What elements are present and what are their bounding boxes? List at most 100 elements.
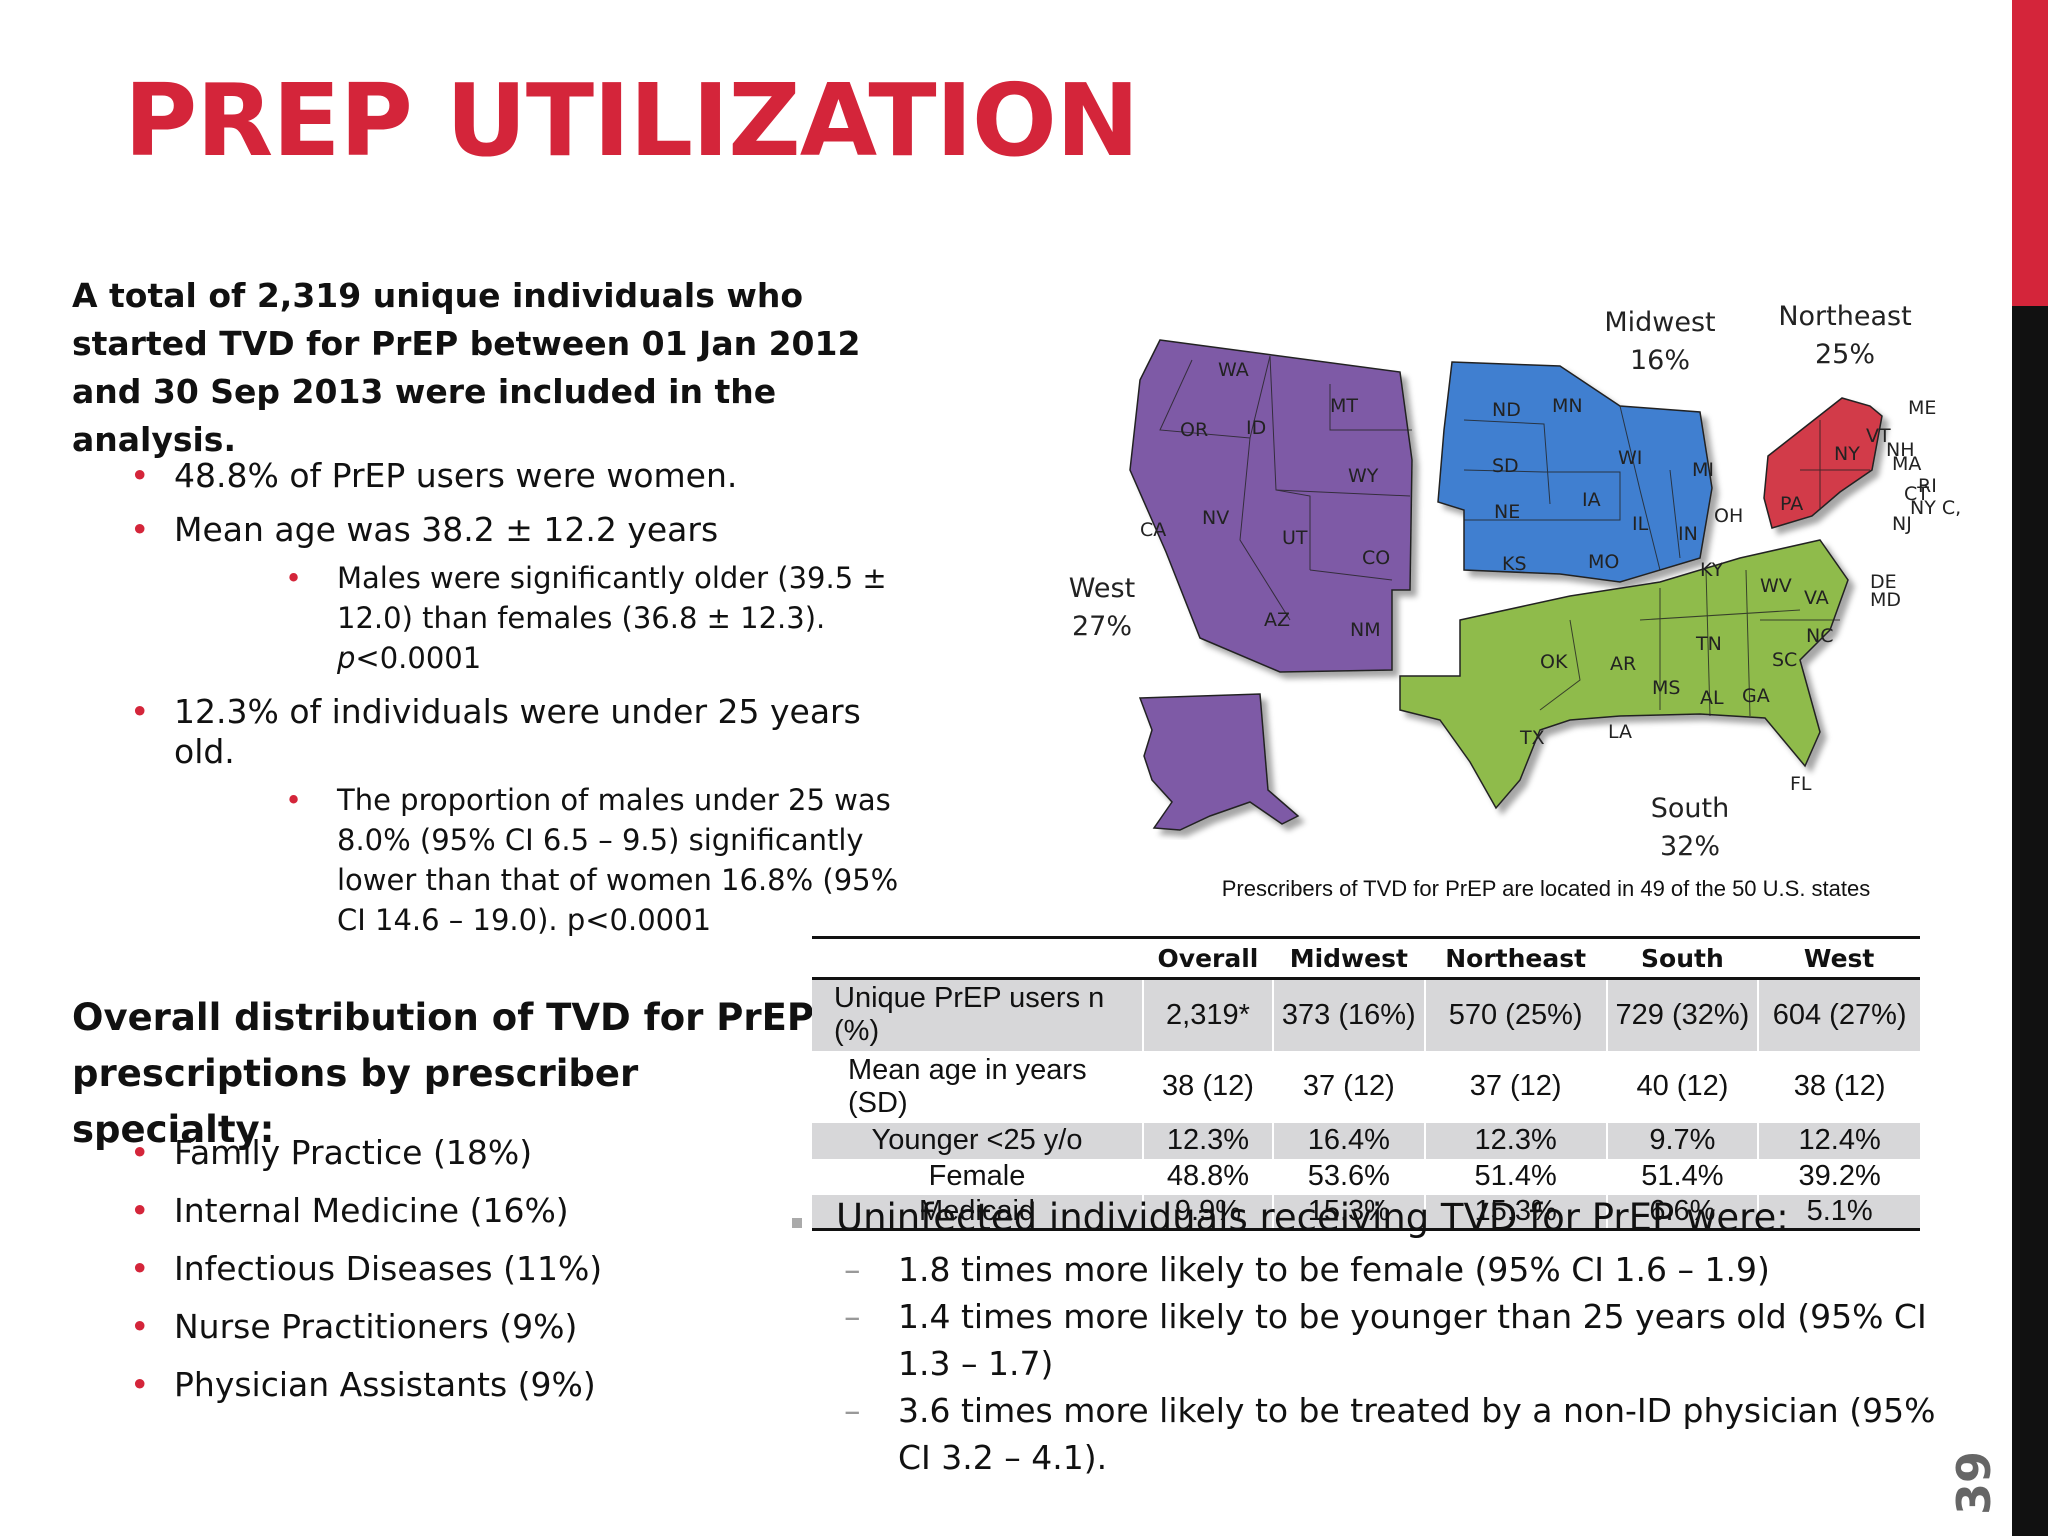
state-label-oh: OH <box>1714 505 1743 527</box>
table-header-cell: Northeast <box>1424 936 1607 980</box>
state-label-me: ME <box>1908 397 1936 419</box>
table-cell: 37 (12) <box>1423 1050 1607 1123</box>
table-cell: 51.4% <box>1423 1158 1607 1195</box>
state-label-ks: KS <box>1502 553 1527 575</box>
table-cell: 604 (27%) <box>1757 978 1920 1051</box>
table-cell: 729 (32%) <box>1605 978 1759 1051</box>
table-cell: Female <box>928 1160 1026 1192</box>
region-west <box>1129 339 1413 673</box>
table-cell: 9.7% <box>1605 1122 1759 1159</box>
page-number: 39 <box>1947 1450 2001 1515</box>
state-label-ar: AR <box>1610 653 1636 675</box>
state-label-ia: IA <box>1582 489 1601 511</box>
table-cell: 12.3% <box>1142 1122 1273 1159</box>
state-label-il: IL <box>1632 513 1649 535</box>
region-label-west: West 27% <box>1068 573 1136 642</box>
list-item: • 48.8% of PrEP users were women. <box>130 456 738 495</box>
list-item: • Males were significantly older (39.5 ± … <box>285 561 887 675</box>
table-row: Younger <25 y/o 12.3% 16.4% 12.3% 9.7% 1… <box>812 1122 1920 1159</box>
list-item: –1.4 times more likely to be younger tha… <box>844 1297 1927 1383</box>
list-item: • The proportion of males under 25 was 8.… <box>285 783 899 937</box>
table-cell: 6.6% <box>1605 1194 1759 1231</box>
state-label-or: OR <box>1180 419 1208 441</box>
list-item: • 12.3% of individuals were under 25 year… <box>130 692 861 771</box>
table-cell: 15.3% <box>1271 1194 1425 1231</box>
table-header-cell: Overall <box>1143 936 1273 980</box>
state-label-mo: MO <box>1588 551 1619 573</box>
table-cell: 570 (25%) <box>1423 978 1607 1051</box>
list-item: • Physician Assistants (9%) <box>130 1365 596 1404</box>
table-cell: 53.6% <box>1271 1158 1425 1195</box>
region-south <box>1399 539 1849 810</box>
state-label-tn: TN <box>1695 633 1722 655</box>
list-item: –3.6 times more likely to be treated by … <box>844 1391 1936 1477</box>
state-label-wa: WA <box>1218 359 1249 381</box>
table-cell: 5.1% <box>1757 1194 1920 1231</box>
state-label-nv: NV <box>1202 507 1229 529</box>
table-cell: Medicaid <box>812 1194 1144 1231</box>
state-label-al: AL <box>1700 687 1724 709</box>
state-label-md: MD <box>1870 589 1901 611</box>
region-stats-table: Overall Midwest Northeast South West Uni… <box>812 936 1920 1231</box>
slide-title: PREP UTILIZATION <box>124 62 1140 179</box>
summary-block: Uninfected individuals receiving TVD for… <box>792 1199 1952 1481</box>
table-cell: 38 (12) <box>1142 1050 1273 1123</box>
list-item: • Family Practice (18%) <box>130 1133 533 1172</box>
specialty-list: • Family Practice (18%) • Internal Medicin… <box>130 1124 930 1414</box>
demographics-list: • 48.8% of PrEP users were women. • Mean a… <box>130 442 930 952</box>
state-label-ok: OK <box>1540 651 1568 673</box>
state-label-nc: NC <box>1806 625 1833 647</box>
list-item: –1.8 times more likely to be female (95%… <box>844 1250 1770 1289</box>
table-row: Female 48.8% 53.6% 51.4% 51.4% 39.2% <box>812 1158 1920 1195</box>
region-label-midwest: Midwest 16% <box>1604 307 1716 376</box>
state-label-mn: MN <box>1552 395 1583 417</box>
table-cell: 15.3% <box>1423 1194 1607 1231</box>
state-label-ky: KY <box>1700 559 1724 581</box>
region-label-northeast: Northeast 25% <box>1778 301 1912 370</box>
state-label-ma: MA <box>1892 453 1921 475</box>
summary-heading: Uninfected individuals receiving TVD for… <box>792 1199 1952 1236</box>
table-cell: Unique PrEP users n (%) <box>812 978 1144 1051</box>
state-label-va: VA <box>1804 587 1829 609</box>
region-alaska <box>1138 693 1300 831</box>
state-label-ri: RI <box>1918 475 1937 497</box>
table-cell: 373 (16%) <box>1271 978 1425 1051</box>
region-northeast <box>1763 397 1883 529</box>
state-label-vt: VT <box>1866 425 1891 447</box>
state-label-az: AZ <box>1264 609 1290 631</box>
table-cell: 38 (12) <box>1757 1050 1920 1123</box>
state-label-nj: NJ <box>1892 513 1912 535</box>
state-label-de: DE <box>1870 571 1897 593</box>
square-bullet-icon <box>792 1218 802 1228</box>
table-header-cell: Midwest <box>1272 936 1425 980</box>
table-header-cell: West <box>1758 936 1920 980</box>
map-caption: Prescribers of TVD for PrEP are located … <box>1221 876 1871 901</box>
table-row: Medicaid 9.9% 15.3% 15.3% 6.6% 5.1% <box>812 1194 1920 1231</box>
table-cell: 51.4% <box>1605 1158 1759 1195</box>
state-label-ga: GA <box>1742 685 1770 707</box>
state-label-nd: ND <box>1492 399 1521 421</box>
table-cell: 37 (12) <box>1271 1050 1425 1123</box>
list-item: • Internal Medicine (16%) <box>130 1191 569 1230</box>
state-label-co: CO <box>1362 547 1390 569</box>
us-regions-map: WA OR ID MT WY CA NV UT CO AZ NM ND MN S… <box>1129 339 1960 831</box>
side-accent-black <box>2012 306 2048 1536</box>
state-label-wy: WY <box>1348 465 1379 487</box>
state-label-pa: PA <box>1780 493 1803 515</box>
list-item: • Nurse Practitioners (9%) <box>130 1307 578 1346</box>
state-label-ca: CA <box>1140 519 1166 541</box>
table-row: Unique PrEP users n (%) 2,319* 373 (16%)… <box>812 978 1920 1051</box>
state-label-wv: WV <box>1760 575 1792 597</box>
state-label-nm: NM <box>1350 619 1381 641</box>
table-cell: 40 (12) <box>1605 1050 1759 1123</box>
table-cell: 39.2% <box>1757 1158 1920 1195</box>
state-label-fl: FL <box>1790 773 1812 795</box>
state-label-nh: NH <box>1886 439 1915 461</box>
state-label-tx: TX <box>1519 727 1545 749</box>
state-label-ny: NY <box>1834 443 1860 465</box>
table-cell: 2,319* <box>1142 978 1273 1051</box>
state-label-ne: NE <box>1494 501 1520 523</box>
region-label-south: South 32% <box>1650 793 1730 862</box>
table-row: Mean age in years (SD) 38 (12) 37 (12) 3… <box>812 1050 1920 1123</box>
list-item: • Infectious Diseases (11%) <box>130 1249 603 1288</box>
